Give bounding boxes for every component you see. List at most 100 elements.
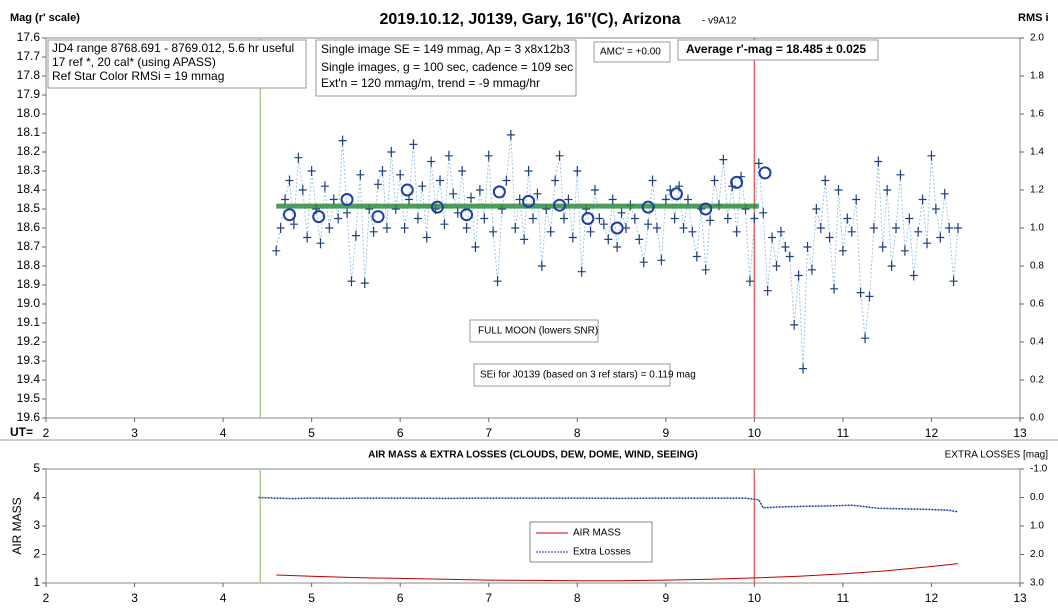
data-point [683, 194, 692, 205]
x-tick-label: 6 [397, 426, 404, 440]
data-point [590, 185, 599, 195]
x-tick-label: 2 [43, 426, 50, 440]
data-point [719, 154, 728, 165]
data-point [843, 213, 852, 224]
average-point [730, 175, 744, 189]
x-tick-label: 7 [485, 426, 492, 440]
x-tick-label: 10 [748, 426, 762, 440]
data-point [670, 213, 679, 224]
data-point [617, 207, 626, 218]
data-point [613, 242, 622, 252]
data-point [347, 276, 356, 287]
data-point [502, 175, 511, 186]
y-tick-label: 18.4 [17, 182, 41, 196]
data-point [533, 188, 542, 199]
data-point [856, 287, 865, 298]
data-point [546, 226, 555, 237]
data-point [772, 261, 781, 271]
annotation: Ref Star Color RMSi = 19 mmag [52, 69, 224, 83]
data-point [644, 219, 653, 230]
y-tick-label: 19.0 [17, 296, 41, 310]
average-point [340, 193, 354, 206]
data-point [356, 169, 365, 180]
x-tick-label: 2 [43, 591, 50, 605]
data-point [511, 223, 520, 233]
data-point [418, 181, 427, 192]
data-point [723, 213, 732, 224]
data-point [564, 194, 573, 205]
data-point [706, 215, 715, 226]
data-point [325, 223, 334, 233]
data-point [555, 150, 564, 161]
data-point [710, 175, 719, 186]
data-point [701, 264, 710, 275]
data-point [923, 238, 932, 249]
data-point [360, 278, 369, 289]
data-point [927, 150, 936, 161]
annotation: Average r'-mag = 18.485 ± 0.025 [686, 42, 866, 56]
x-tick-label: 8 [574, 426, 581, 440]
average-point [522, 194, 536, 208]
data-point [852, 194, 861, 205]
y-tick-label: 17.6 [17, 30, 41, 44]
data-point [272, 245, 281, 256]
data-point [475, 185, 484, 195]
y2-tick-label: 1.0 [1030, 521, 1044, 532]
annotation: 17 ref *, 20 cal* (using APASS) [52, 55, 216, 69]
annotation-box [315, 39, 577, 97]
data-point [281, 194, 290, 205]
data-point [413, 213, 422, 224]
data-point [732, 226, 741, 237]
y2-tick-label: 2.0 [1030, 549, 1044, 560]
data-point [931, 204, 940, 214]
data-point [763, 285, 772, 296]
average-point [581, 212, 595, 225]
data-point [374, 179, 383, 190]
legend-label: Extra Losses [573, 547, 631, 558]
data-point [369, 226, 378, 237]
data-point [834, 185, 843, 195]
y-tick-label: 17.7 [17, 49, 41, 63]
data-point [524, 166, 533, 176]
data-point [506, 129, 515, 140]
data-point [838, 245, 847, 256]
data-point [803, 242, 812, 252]
y2-tick-label: 0.6 [1030, 299, 1044, 310]
data-point [378, 166, 387, 176]
y-tick-label: 5 [33, 461, 40, 475]
y-tick-label: 18.1 [17, 125, 41, 139]
average-point [492, 185, 506, 199]
data-point [812, 204, 821, 214]
series-line [258, 496, 959, 513]
y2-tick-label: 1.4 [1030, 147, 1044, 158]
annotation: SEi for J0139 (based on 3 ref stars) = 0… [480, 370, 696, 381]
data-point [577, 266, 586, 277]
data-point [285, 175, 294, 186]
data-point [794, 270, 803, 281]
data-point [878, 242, 887, 252]
data-point [444, 150, 453, 161]
x-tick-label: 9 [662, 591, 669, 605]
data-point [294, 152, 303, 163]
data-point [604, 234, 613, 245]
data-point [343, 207, 352, 218]
data-point [520, 234, 529, 245]
data-point [869, 223, 878, 233]
average-point [460, 208, 474, 222]
annotation-box [47, 39, 307, 89]
legend-label: AIR MASS [573, 528, 621, 539]
legend-box [529, 521, 653, 563]
data-point [652, 223, 661, 233]
data-point [688, 226, 697, 237]
data-point [900, 245, 909, 256]
y-tick-label: 19.5 [17, 391, 41, 405]
data-point [489, 226, 498, 237]
data-point [573, 166, 582, 176]
data-point [320, 181, 329, 192]
annotation: JD4 range 8768.691 - 8769.012, 5.6 hr us… [52, 41, 294, 55]
data-point [821, 175, 830, 186]
y-tick-label: 18.0 [17, 106, 41, 120]
annotation-box [473, 363, 671, 387]
x-tick-label: 9 [662, 426, 669, 440]
